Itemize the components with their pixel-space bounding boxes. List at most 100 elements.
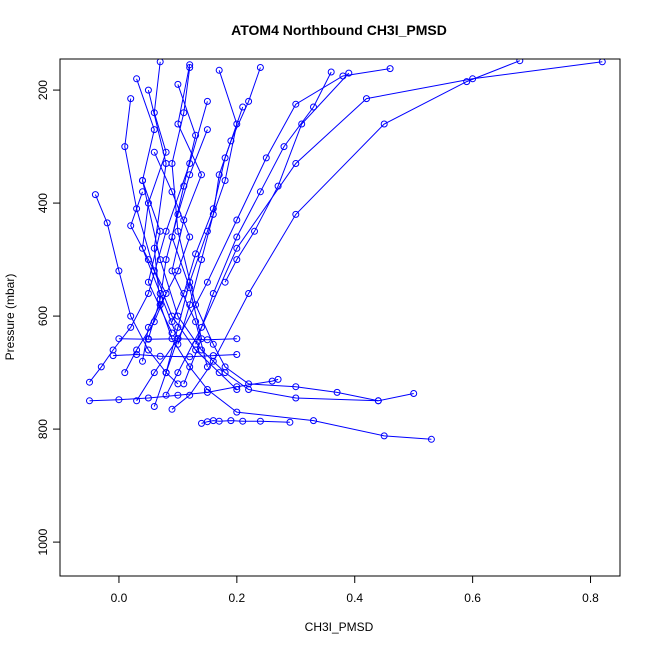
data-point <box>133 351 141 358</box>
series-line <box>89 101 208 383</box>
data-point <box>192 250 200 258</box>
series-line <box>113 353 237 358</box>
data-point <box>139 357 146 365</box>
series-25 <box>168 103 247 326</box>
data-point <box>251 227 258 235</box>
data-point <box>292 160 300 167</box>
data-point <box>233 256 241 264</box>
data-point <box>168 405 176 413</box>
data-point <box>198 419 205 427</box>
data-point <box>186 391 194 399</box>
data-point <box>221 177 229 184</box>
series-23 <box>144 126 211 343</box>
data-point <box>139 177 146 184</box>
data-point <box>186 284 194 292</box>
data-point <box>221 363 229 371</box>
data-point <box>274 375 282 383</box>
y-axis: 200 400 600 800 1000 <box>36 80 61 555</box>
data-point <box>139 244 146 252</box>
data-point <box>156 352 164 360</box>
data-point <box>156 301 164 309</box>
data-point <box>162 391 170 399</box>
data-point <box>144 335 152 343</box>
data-point <box>168 233 176 241</box>
data-point <box>186 301 194 309</box>
data-point <box>233 351 241 358</box>
data-point <box>209 352 217 360</box>
data-point <box>162 290 170 297</box>
data-point <box>144 323 152 331</box>
data-point <box>227 137 235 145</box>
data-point <box>174 391 182 399</box>
data-point <box>115 396 123 404</box>
data-point <box>121 369 129 377</box>
data-point <box>162 148 170 156</box>
data-point <box>133 75 141 83</box>
data-point <box>215 171 223 179</box>
data-point <box>86 378 93 386</box>
y-tick-label: 600 <box>36 306 50 326</box>
data-point <box>144 346 152 354</box>
data-point <box>180 109 188 117</box>
data-point <box>144 256 152 264</box>
data-point <box>91 191 99 199</box>
x-tick-label: 0.2 <box>228 591 245 605</box>
data-point <box>310 417 317 425</box>
data-point <box>427 435 435 443</box>
data-point <box>245 290 253 297</box>
data-point <box>174 267 182 275</box>
data-point <box>245 97 253 105</box>
data-point <box>410 390 418 397</box>
data-point <box>233 386 241 393</box>
data-point <box>380 120 388 128</box>
data-point <box>516 59 524 65</box>
series-line <box>147 129 208 339</box>
data-point <box>310 103 317 111</box>
data-point <box>127 95 135 103</box>
data-point <box>192 131 200 139</box>
data-point <box>203 126 211 134</box>
series-line <box>171 67 379 402</box>
series-line <box>136 78 173 334</box>
data-point <box>174 323 182 331</box>
series-line <box>171 60 520 410</box>
data-point <box>144 278 152 286</box>
x-tick-label: 0.8 <box>582 591 599 605</box>
data-point <box>150 109 158 117</box>
data-point <box>292 100 300 108</box>
plot-frame <box>59 58 621 577</box>
series-17 <box>133 75 176 337</box>
data-point <box>203 278 211 286</box>
data-point <box>198 335 205 343</box>
data-point <box>333 388 341 396</box>
data-point <box>292 394 300 402</box>
data-point <box>386 65 394 73</box>
series-24 <box>139 148 194 365</box>
data-point <box>156 59 164 66</box>
data-point <box>174 120 182 128</box>
data-point <box>198 256 205 264</box>
x-axis-title: CH3I_PMSD <box>305 620 374 634</box>
data-point <box>209 290 217 297</box>
series-line <box>165 61 603 396</box>
data-point <box>233 233 241 241</box>
data-point <box>121 143 129 151</box>
data-point <box>598 59 606 66</box>
data-point <box>127 222 135 230</box>
y-tick-label: 200 <box>36 80 50 100</box>
data-point <box>292 383 300 391</box>
data-point <box>239 417 247 425</box>
data-point <box>233 216 241 224</box>
data-point <box>180 380 188 388</box>
data-point <box>144 290 152 297</box>
series-11 <box>109 351 241 361</box>
data-point <box>256 417 264 425</box>
data-point <box>198 171 205 179</box>
series-1 <box>144 86 435 443</box>
data-point <box>186 171 194 179</box>
data-point <box>380 432 388 440</box>
data-point <box>156 227 164 235</box>
series-4 <box>198 417 294 427</box>
data-point <box>256 64 264 71</box>
data-point <box>109 352 117 360</box>
